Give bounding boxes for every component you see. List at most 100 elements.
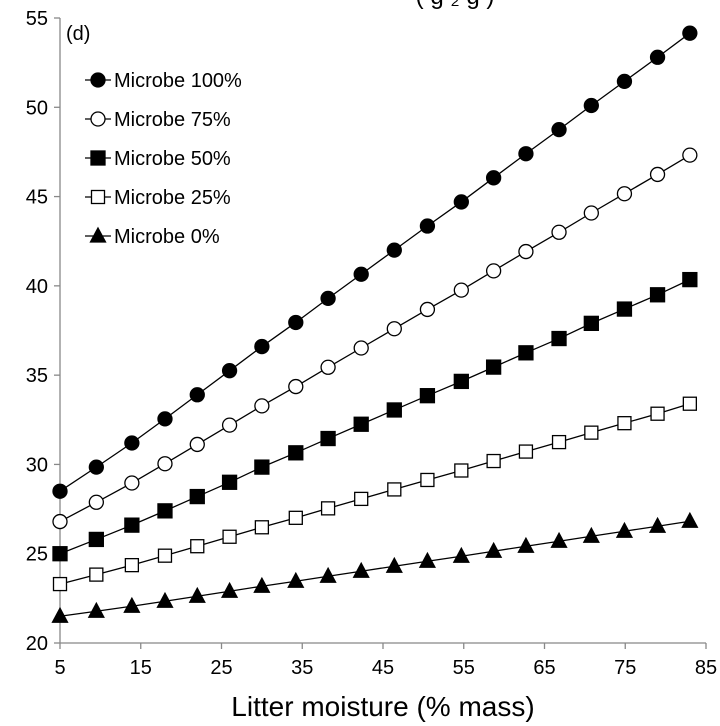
data-point: [649, 166, 666, 183]
data-point: [649, 287, 666, 303]
data-point: [88, 459, 104, 475]
data-point: [453, 194, 469, 210]
data-point: [352, 561, 370, 578]
y-tick-label: 50: [26, 97, 48, 119]
data-point: [320, 359, 336, 375]
data-point: [454, 463, 469, 478]
y-tick-label: 35: [26, 365, 48, 387]
x-tick-label: 35: [291, 657, 313, 679]
data-point: [253, 576, 271, 593]
data-point: [353, 266, 369, 282]
data-point: [221, 417, 238, 433]
x-tick-label: 75: [614, 657, 636, 679]
data-point: [485, 263, 502, 279]
data-point: [550, 531, 568, 548]
data-point: [616, 186, 633, 202]
data-point: [650, 406, 665, 421]
x-tick-label: 45: [372, 657, 394, 679]
data-point: [682, 25, 698, 41]
data-point: [386, 242, 402, 258]
data-point: [156, 591, 174, 608]
y-tick-label: 45: [26, 187, 48, 209]
legend: Microbe 100% Microbe 75% Microbe 50% Microb…: [85, 70, 242, 248]
data-point: [486, 453, 501, 469]
data-point: [584, 425, 599, 440]
data-point: [583, 97, 599, 114]
data-point: [89, 567, 104, 582]
data-point: [51, 606, 69, 623]
data-point: [189, 436, 205, 453]
data-point: [157, 503, 173, 519]
data-point: [518, 146, 534, 162]
data-point: [88, 494, 104, 510]
data-point: [419, 218, 436, 234]
data-point: [288, 510, 303, 525]
y-tick-label: 25: [26, 544, 48, 566]
data-point: [583, 205, 599, 221]
data-point: [87, 601, 105, 618]
data-point: [551, 434, 567, 450]
data-point: [452, 546, 470, 563]
data-point: [52, 576, 68, 592]
data-point: [88, 531, 104, 548]
legend-label: Microbe 50%: [114, 148, 231, 170]
data-point: [551, 224, 567, 240]
data-point: [320, 501, 336, 516]
data-point: [287, 571, 305, 588]
legend-item: Microbe 75%: [85, 109, 231, 131]
legend-item: Microbe 0%: [85, 226, 220, 248]
chart-title-partial: ( g ₂ g ): [416, 0, 495, 10]
data-point: [288, 378, 304, 395]
series-2: [52, 147, 698, 530]
data-point: [419, 301, 436, 318]
data-point: [453, 282, 469, 298]
data-point: [485, 359, 502, 375]
data-point: [551, 121, 567, 138]
data-point: [189, 488, 205, 505]
series-1: [52, 25, 698, 499]
legend-label: Microbe 25%: [114, 187, 231, 209]
data-point: [649, 49, 666, 65]
data-point: [517, 536, 535, 553]
legend-marker: [90, 111, 106, 127]
data-point: [353, 340, 369, 356]
series-3: [52, 271, 698, 562]
legend-label: Microbe 100%: [114, 70, 242, 92]
data-point: [157, 548, 173, 563]
legend-marker: [90, 72, 106, 88]
y-tick-label: 40: [26, 276, 48, 298]
data-point: [52, 483, 68, 499]
data-point: [353, 416, 369, 432]
legend-item: Microbe 100%: [85, 70, 242, 92]
x-tick-label: 85: [695, 657, 717, 679]
data-point: [518, 444, 534, 459]
data-point: [648, 516, 667, 533]
data-point: [288, 314, 304, 331]
data-point: [418, 551, 436, 568]
data-point: [485, 170, 502, 186]
data-point: [420, 472, 435, 488]
data-point: [320, 290, 336, 307]
series-layer: [51, 25, 699, 623]
legend-item: Microbe 50%: [85, 148, 231, 170]
data-point: [616, 73, 633, 90]
data-point: [319, 566, 337, 583]
data-point: [220, 581, 239, 598]
y-tick-label: 55: [26, 8, 48, 30]
series-5: [51, 511, 699, 623]
data-point: [582, 526, 600, 543]
legend-marker: [89, 226, 107, 243]
x-tick-label: 65: [533, 657, 555, 679]
data-point: [52, 513, 68, 530]
legend-item: Microbe 25%: [85, 187, 231, 209]
data-point: [385, 556, 403, 573]
data-point: [682, 271, 698, 288]
data-point: [254, 459, 270, 475]
data-point: [254, 520, 270, 535]
data-point: [254, 338, 270, 355]
data-point: [386, 321, 402, 337]
data-point: [682, 147, 698, 163]
y-axis-ticks: 20 25 30 35 40 45 50 55: [26, 8, 60, 655]
data-point: [288, 445, 304, 461]
